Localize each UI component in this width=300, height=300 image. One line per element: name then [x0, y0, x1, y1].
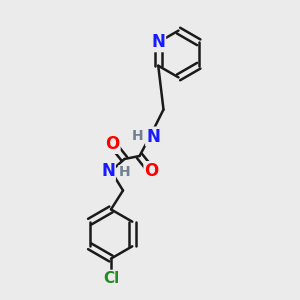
- Text: Cl: Cl: [103, 271, 119, 286]
- Text: N: N: [146, 128, 160, 146]
- Text: O: O: [144, 162, 159, 180]
- Text: O: O: [105, 135, 120, 153]
- Text: H: H: [132, 129, 144, 142]
- Text: N: N: [101, 162, 115, 180]
- Text: N: N: [151, 33, 165, 51]
- Text: H: H: [119, 166, 130, 179]
